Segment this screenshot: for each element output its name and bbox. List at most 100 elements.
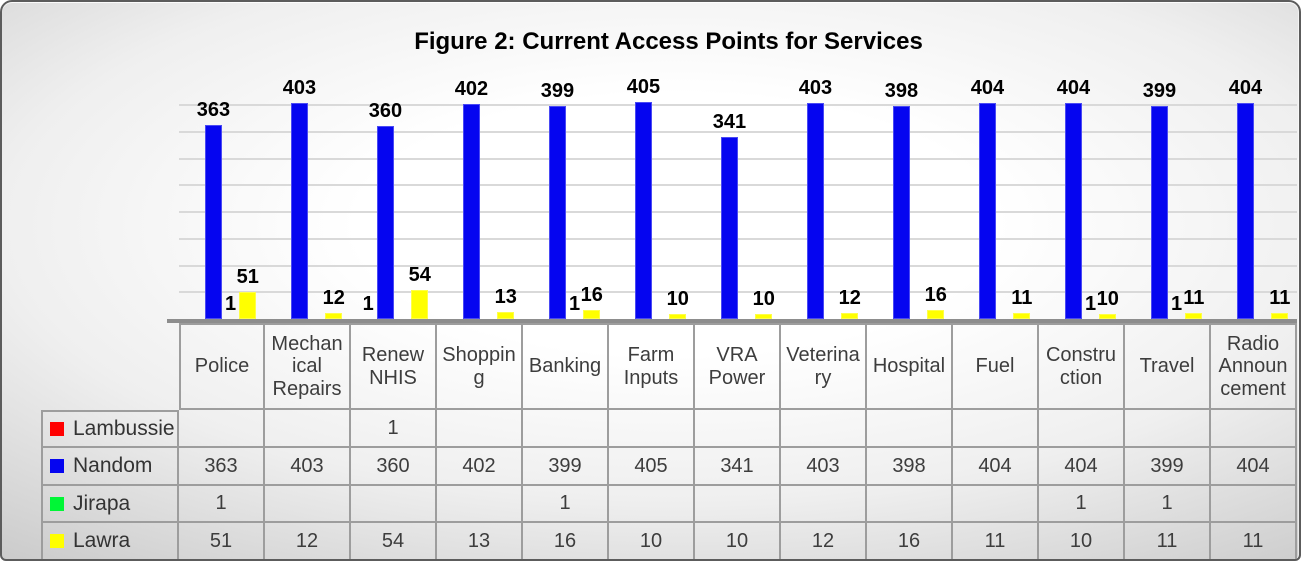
table-cell: 399	[523, 448, 609, 486]
table-cell	[953, 410, 1039, 448]
gridline	[179, 291, 1297, 294]
data-label: 1	[1085, 292, 1097, 315]
column-header-0: Police	[179, 323, 265, 410]
legend-label: Lambussie	[73, 417, 175, 440]
bar-nandom-5	[634, 102, 652, 319]
column-header-10: Constru ction	[1039, 323, 1125, 410]
bar-nandom-1	[290, 103, 308, 319]
data-label: 405	[626, 76, 661, 99]
table-cell: 398	[867, 448, 953, 486]
table-cell	[1211, 486, 1297, 523]
legend-swatch-lambussie-icon	[50, 422, 64, 436]
bar-nandom-12	[1236, 102, 1254, 319]
table-cell: 402	[437, 448, 523, 486]
column-header-11: Travel	[1125, 323, 1211, 410]
table-cell	[1125, 410, 1211, 448]
legend-item-lambussie: Lambussie	[41, 410, 179, 448]
table-cell	[351, 486, 437, 523]
data-label: 16	[580, 284, 603, 307]
table-cell	[695, 486, 781, 523]
data-label: 13	[494, 286, 517, 308]
table-cell: 1	[179, 486, 265, 523]
table-cell: 360	[351, 448, 437, 486]
table-cell	[437, 410, 523, 448]
bar-lawra-12	[1271, 313, 1289, 319]
data-label: 12	[838, 286, 861, 309]
data-label: 404	[1056, 76, 1091, 99]
data-label: 363	[196, 98, 231, 121]
data-label: 1	[362, 292, 374, 315]
table-cell: 12	[265, 523, 351, 559]
table-cell: 403	[265, 448, 351, 486]
bar-nandom-11	[1150, 105, 1168, 319]
bar-nandom-8	[892, 106, 910, 319]
data-label: 399	[1142, 79, 1177, 102]
bar-nandom-2	[376, 126, 394, 319]
column-header-8: Hospital	[867, 323, 953, 410]
column-header-12: Radio Announ cement	[1211, 323, 1297, 410]
column-header-7: Veterina ry	[781, 323, 867, 410]
table-cell: 1	[1125, 486, 1211, 523]
table-cell: 404	[953, 448, 1039, 486]
table-cell	[609, 486, 695, 523]
table-cell	[867, 410, 953, 448]
legend-label: Jirapa	[73, 491, 131, 515]
data-label: 404	[1228, 76, 1263, 99]
table-cell: 16	[867, 523, 953, 559]
bar-jirapa-0	[222, 318, 240, 319]
table-cell: 405	[609, 448, 695, 486]
table-cell: 10	[1039, 523, 1125, 559]
legend-swatch-lawra-icon	[50, 534, 64, 548]
table-cell	[523, 410, 609, 448]
data-table: Police Mechan ical Repairs Renew NHIS Shopp…	[41, 323, 1297, 559]
data-label: 10	[752, 287, 775, 310]
table-cell: 12	[781, 523, 867, 559]
table-cell: 16	[523, 523, 609, 559]
table-corner-spacer	[41, 323, 179, 410]
column-header-2: Renew NHIS	[351, 323, 437, 410]
gridline	[179, 184, 1297, 187]
data-label: 16	[924, 284, 947, 307]
table-cell: 404	[1211, 448, 1297, 486]
table-cell	[781, 486, 867, 523]
bar-lawra-4	[583, 310, 601, 319]
bar-jirapa-10	[1082, 318, 1100, 319]
data-label: 403	[798, 77, 833, 100]
table-cell	[953, 486, 1039, 523]
table-cell: 1	[1039, 486, 1125, 523]
data-label: 341	[712, 110, 747, 133]
table-cell	[1211, 410, 1297, 448]
table-cell: 51	[179, 523, 265, 559]
data-label: 11	[1011, 287, 1033, 310]
table-cell	[179, 410, 265, 448]
legend-swatch-jirapa-icon	[50, 496, 64, 511]
gridline	[179, 211, 1297, 213]
data-label: 1	[225, 292, 237, 315]
chart-title: Figure 2: Current Access Points for Serv…	[414, 28, 923, 55]
table-cell: 11	[1125, 523, 1211, 559]
bar-lawra-8	[927, 310, 945, 319]
data-label: 11	[1269, 287, 1291, 310]
bar-nandom-9	[978, 102, 996, 319]
table-cell: 341	[695, 448, 781, 486]
table-cell	[695, 410, 781, 448]
bar-lawra-11	[1185, 313, 1203, 319]
data-label: 403	[282, 77, 317, 100]
data-label: 1	[1171, 292, 1183, 315]
column-header-9: Fuel	[953, 323, 1039, 410]
data-label: 399	[540, 79, 575, 102]
bar-lawra-10	[1099, 313, 1117, 319]
bar-nandom-7	[806, 103, 824, 319]
table-cell: 11	[953, 523, 1039, 559]
bar-jirapa-4	[566, 318, 584, 319]
gridline	[179, 237, 1297, 240]
table-cell: 1	[351, 410, 437, 448]
bar-jirapa-11	[1168, 318, 1186, 319]
data-label: 398	[884, 80, 919, 103]
column-header-3: Shoppin g	[437, 323, 523, 410]
data-label: 12	[322, 286, 345, 309]
column-header-5: Farm Inputs	[609, 323, 695, 410]
bar-lawra-2	[411, 290, 429, 319]
data-label: 404	[970, 76, 1005, 99]
